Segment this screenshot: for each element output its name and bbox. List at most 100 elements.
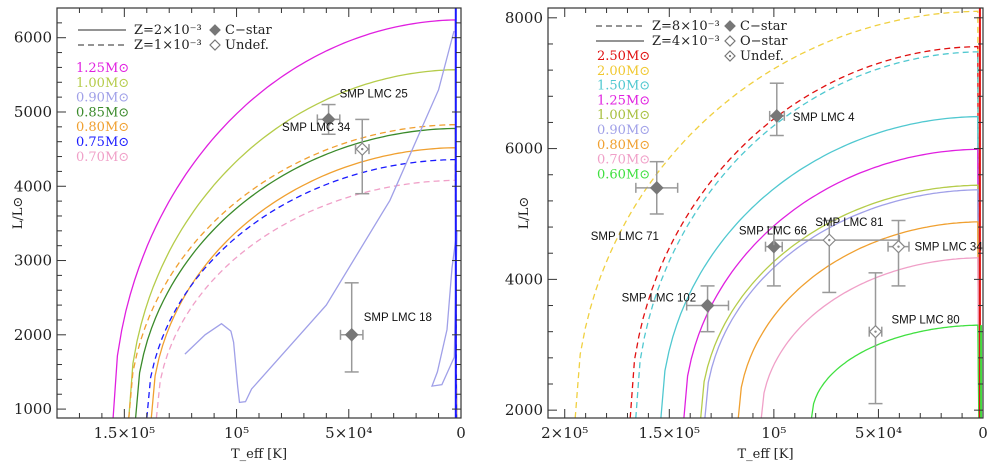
y-tick-label: 1000	[14, 400, 52, 418]
data-point-smp-lmc-66: SMP LMC 66	[739, 226, 807, 287]
x-tick-label: 10⁵	[761, 424, 786, 442]
legend-mass-label: 0.80M⊙	[76, 120, 129, 135]
point-label: SMP LMC 102	[622, 293, 697, 305]
track-0.70-solid	[760, 257, 980, 418]
track-2.00-dashed	[574, 10, 980, 418]
legend-marker-label: Undef.	[740, 49, 784, 64]
y-tick-label: 3000	[14, 252, 52, 270]
track-0.60-solid	[810, 324, 980, 418]
track-1.50-dashed	[635, 51, 980, 418]
legend-mass-label: 0.60M⊙	[597, 167, 650, 182]
y-tick-label: 2000	[14, 326, 52, 344]
filled-diamond-marker	[767, 239, 781, 254]
data-point-smp-lmc-4: SMP LMC 4	[768, 82, 855, 137]
y-tick-label: 4000	[505, 270, 543, 288]
x-tick-label: 0	[456, 424, 466, 442]
track-0.80-solid	[737, 221, 980, 418]
legend-mass-label: 1.25M⊙	[76, 61, 129, 76]
point-label: SMP LMC 81	[815, 217, 883, 229]
filled-diamond-marker	[769, 109, 784, 123]
track-1.00-solid	[128, 69, 458, 418]
track-1.25-solid	[112, 19, 458, 418]
legend-mass-label: 0.90M⊙	[76, 91, 129, 106]
data-point-smp-lmc-71: SMP LMC 71	[591, 160, 679, 243]
x-tick-label: 1.5×10⁵	[639, 424, 701, 442]
filled-diamond-marker	[321, 112, 336, 127]
legend-mass-label: 0.70M⊙	[76, 150, 129, 165]
legend-mass-label: 0.80M⊙	[597, 138, 650, 153]
filled-diamond-legend-icon	[724, 20, 736, 32]
marker-center-dot	[828, 238, 831, 242]
data-point-smp-lmc-18: SMP LMC 18	[339, 282, 432, 373]
data-point-smp-lmc-34: SMP LMC 34	[282, 118, 370, 195]
legend-line-label: Z=4×10⁻³	[652, 34, 720, 49]
data-point-smp-lmc-25: SMP LMC 25	[316, 88, 408, 136]
marker-center-dot	[897, 245, 900, 248]
track-0.90-line	[184, 30, 455, 404]
legend-mass-label: 0.75M⊙	[76, 135, 129, 150]
y-tick-label: 8000	[505, 9, 543, 27]
track-0.85-solid	[134, 127, 458, 418]
marker-center-dot	[874, 330, 877, 333]
legend-mass-label: 0.90M⊙	[597, 123, 650, 138]
x-tick-label: 0	[978, 424, 988, 442]
plot-area	[574, 8, 983, 418]
x-tick-label: 2×10⁵	[541, 424, 588, 442]
y-tick-label: 4000	[14, 177, 52, 195]
track-0.80-dashed	[128, 124, 458, 418]
legend-mass-label: 2.00M⊙	[597, 64, 650, 79]
x-tick-label: 10⁵	[224, 424, 249, 442]
y-tick-label: 6000	[14, 29, 52, 47]
track-0.90-solid	[704, 189, 980, 418]
data-point-smp-lmc-102: SMP LMC 102	[622, 285, 730, 333]
legend-mass-label: 1.25M⊙	[597, 93, 650, 108]
legend-line-label: Z=2×10⁻³	[134, 23, 202, 38]
legend-mass-label: 1.00M⊙	[597, 108, 650, 123]
legend-mass-label: 1.50M⊙	[597, 79, 650, 94]
track-2.50-dashed	[629, 45, 980, 418]
track-0.70-dashed	[155, 179, 458, 418]
point-label: SMP LMC 80	[892, 315, 960, 327]
point-label: SMP LMC 34	[915, 242, 984, 254]
track-0.90-line	[430, 230, 458, 387]
legend-dot	[728, 54, 732, 58]
legend-line-label: Z=8×10⁻³	[652, 19, 720, 34]
x-axis-label: T_eff [K]	[231, 447, 287, 462]
x-tick-label: 5×10⁴	[855, 424, 902, 442]
legend-line-label: Z=1×10⁻³	[134, 38, 202, 53]
track-1.50-solid	[660, 115, 980, 418]
plot-area	[112, 8, 458, 418]
filled-diamond-marker	[344, 327, 359, 342]
x-tick-label: 1.5×10⁵	[94, 424, 156, 442]
track-0.75-dashed	[146, 158, 458, 418]
right-panel-hr-diagram: SMP LMC 4 SMP LMC 71 SMP LMC 66 SMP LMC 81 S…	[505, 7, 988, 462]
x-axis-label: T_eff [K]	[737, 447, 793, 462]
track-0.80-solid	[150, 147, 458, 418]
filled-diamond-marker	[700, 298, 715, 313]
data-point-smp-lmc-80: SMP LMC 80	[868, 272, 960, 405]
legend-marker-label: C−star	[225, 23, 272, 38]
legend-marker-label: C−star	[740, 19, 787, 34]
y-tick-label: 5000	[14, 103, 52, 121]
legend-marker-label: O−star	[740, 34, 788, 49]
legend-mass-label: 0.85M⊙	[76, 105, 129, 120]
track-1.25-solid	[683, 148, 980, 418]
legend-marker-label: Undef.	[225, 38, 269, 53]
open-diamond-legend-icon	[209, 39, 221, 51]
track-1.00-solid	[700, 184, 980, 418]
y-axis-label: L/L⊙	[11, 197, 26, 230]
data-point-smp-lmc-34: SMP LMC 34	[887, 219, 984, 287]
x-tick-label: 5×10⁴	[325, 424, 372, 442]
plot-frame	[547, 7, 984, 419]
filled-diamond-legend-icon	[209, 24, 221, 36]
filled-diamond-marker	[649, 180, 664, 195]
marker-center-dot	[361, 147, 364, 151]
point-label: SMP LMC 34	[282, 122, 351, 134]
left-panel-hr-diagram: SMP LMC 25 SMP LMC 34 SMP LMC 18 1.5×10⁵ 10⁵…	[11, 7, 466, 462]
legend-mass-label: 2.50M⊙	[597, 49, 650, 64]
y-axis-label: L/L⊙	[517, 197, 532, 230]
point-label: SMP LMC 4	[793, 112, 855, 124]
